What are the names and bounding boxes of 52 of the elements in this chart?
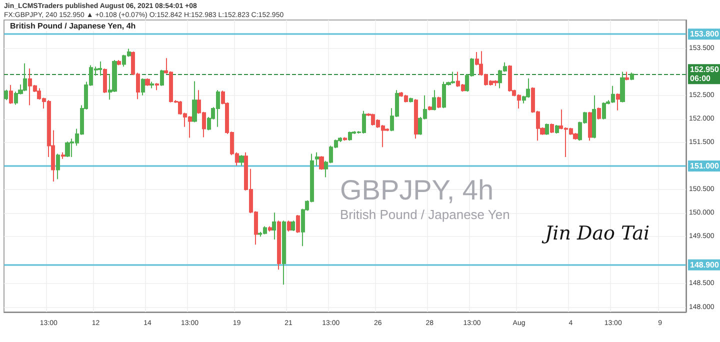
candlestick	[145, 78, 150, 86]
candlestick	[103, 68, 107, 94]
candlestick	[296, 214, 300, 234]
candlestick	[268, 226, 272, 232]
annotation: GBPJPY, 4h	[340, 174, 494, 206]
candlestick	[277, 220, 281, 270]
candlestick	[117, 60, 121, 66]
candlestick	[555, 124, 559, 134]
candlestick	[592, 94, 596, 139]
candlestick	[4, 89, 8, 101]
candlestick	[239, 154, 244, 166]
candlestick	[192, 80, 197, 123]
chart-title: British Pound / Japanese Yen, 4h	[10, 22, 136, 30]
candlestick	[272, 212, 276, 240]
candlestick	[287, 220, 291, 232]
candlestick	[432, 90, 436, 111]
candlestick	[493, 80, 498, 86]
candlestick	[616, 92, 620, 111]
candlestick	[282, 220, 286, 286]
candlestick	[630, 72, 634, 81]
candlestick	[61, 152, 65, 160]
candlestick	[437, 96, 441, 109]
candlestick	[315, 152, 319, 166]
annotation: Jin Dao Tai	[541, 222, 650, 244]
candlestick	[98, 60, 102, 76]
candlestick	[550, 123, 554, 134]
candlestick	[160, 69, 164, 86]
candlestick	[65, 141, 70, 158]
ref-line-label: 153.800	[690, 30, 720, 39]
candlestick	[348, 131, 352, 142]
candlestick	[319, 156, 324, 170]
candlestick	[428, 106, 432, 111]
candlestick	[625, 71, 629, 81]
candlestick	[155, 82, 159, 91]
candlestick	[588, 111, 592, 142]
candlestick	[9, 84, 13, 104]
candlestick	[414, 98, 418, 140]
candlestick	[545, 123, 549, 136]
ref-line-label: 148.900	[690, 260, 720, 270]
candlestick	[291, 220, 295, 232]
candlestick	[620, 71, 625, 103]
candlestick	[343, 136, 347, 142]
ref-line-label: 152.950 06:00	[690, 65, 720, 84]
candlestick	[508, 64, 512, 92]
ref-line-label: 151.000	[690, 162, 720, 170]
candlestick	[602, 102, 606, 120]
candlestick	[597, 107, 601, 120]
candlestick	[141, 78, 145, 96]
candlestick	[150, 81, 154, 89]
candlestick	[409, 97, 413, 103]
candlestick	[56, 153, 60, 180]
annotation: British Pound / Japanese Yen	[340, 207, 510, 222]
